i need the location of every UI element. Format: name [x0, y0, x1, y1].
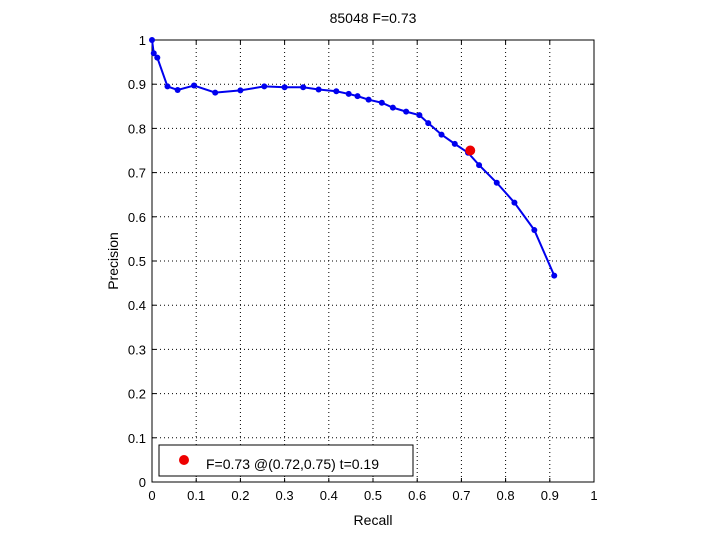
y-tick-label: 0: [139, 475, 146, 490]
data-point: [551, 272, 558, 279]
y-tick-label: 0.5: [128, 254, 146, 269]
data-point: [365, 96, 372, 103]
data-point: [476, 162, 483, 169]
y-tick-label: 0.1: [128, 431, 146, 446]
data-point: [149, 37, 155, 43]
data-point: [354, 93, 361, 100]
data-point: [378, 99, 385, 106]
x-tick-label: 0.3: [276, 488, 294, 503]
data-point: [416, 112, 423, 119]
x-tick-label: 0.5: [364, 488, 382, 503]
data-point: [389, 104, 396, 111]
x-tick-label: 0: [148, 488, 155, 503]
data-point: [300, 84, 307, 91]
y-tick-label: 0.8: [128, 121, 146, 136]
legend-label: F=0.73 @(0.72,0.75) t=0.19: [206, 456, 379, 472]
y-tick-label: 0.6: [128, 210, 146, 225]
data-point: [315, 86, 322, 93]
data-point: [237, 87, 244, 94]
data-point: [164, 83, 171, 90]
y-tick-label: 0.4: [128, 298, 146, 313]
y-tick-labels: 0 0.1 0.2 0.3 0.4 0.5 0.6 0.7 0.8 0.9 1: [128, 33, 146, 490]
data-point: [212, 89, 219, 96]
y-tick-label: 1: [139, 33, 146, 48]
data-point: [345, 90, 352, 97]
x-tick-label: 0.4: [320, 488, 338, 503]
x-tick-label: 1: [590, 488, 597, 503]
data-point: [281, 84, 288, 91]
x-axis-label: Recall: [354, 512, 393, 528]
x-tick-label: 0.6: [408, 488, 426, 503]
y-tick-label: 0.2: [128, 387, 146, 402]
x-tick-label: 0.9: [541, 488, 559, 503]
chart-title: 85048 F=0.73: [330, 10, 417, 26]
legend-box: [158, 444, 414, 477]
series-line: [151, 39, 556, 276]
data-point: [333, 88, 340, 95]
data-point: [261, 83, 268, 90]
data-point: [174, 86, 181, 93]
legend-marker: [179, 455, 189, 465]
axis-ticks: [151, 39, 595, 483]
y-tick-label: 0.3: [128, 342, 146, 357]
x-tick-label: 0.7: [452, 488, 470, 503]
x-tick-label: 0.8: [497, 488, 515, 503]
data-point: [511, 199, 518, 206]
data-point: [531, 227, 538, 234]
data-point: [438, 131, 445, 138]
x-tick-label: 0.2: [231, 488, 249, 503]
y-axis-label: Precision: [105, 232, 121, 290]
y-tick-label: 0.7: [128, 166, 146, 181]
legend: F=0.73 @(0.72,0.75) t=0.19: [158, 444, 414, 477]
data-point: [190, 82, 197, 89]
data-point: [493, 179, 500, 186]
x-tick-label: 0.1: [187, 488, 205, 503]
series-group: [149, 37, 558, 279]
grid-lines: [152, 40, 594, 482]
best-f-point-group: [465, 145, 476, 156]
data-point: [403, 108, 410, 115]
data-point: [425, 120, 432, 127]
data-point: [451, 140, 458, 147]
best-f-point: [465, 145, 476, 156]
y-tick-label: 0.9: [128, 77, 146, 92]
x-tick-labels: 0 0.1 0.2 0.3 0.4 0.5 0.6 0.7 0.8 0.9 1: [148, 488, 597, 503]
data-point: [150, 50, 157, 57]
data-point: [154, 54, 161, 61]
